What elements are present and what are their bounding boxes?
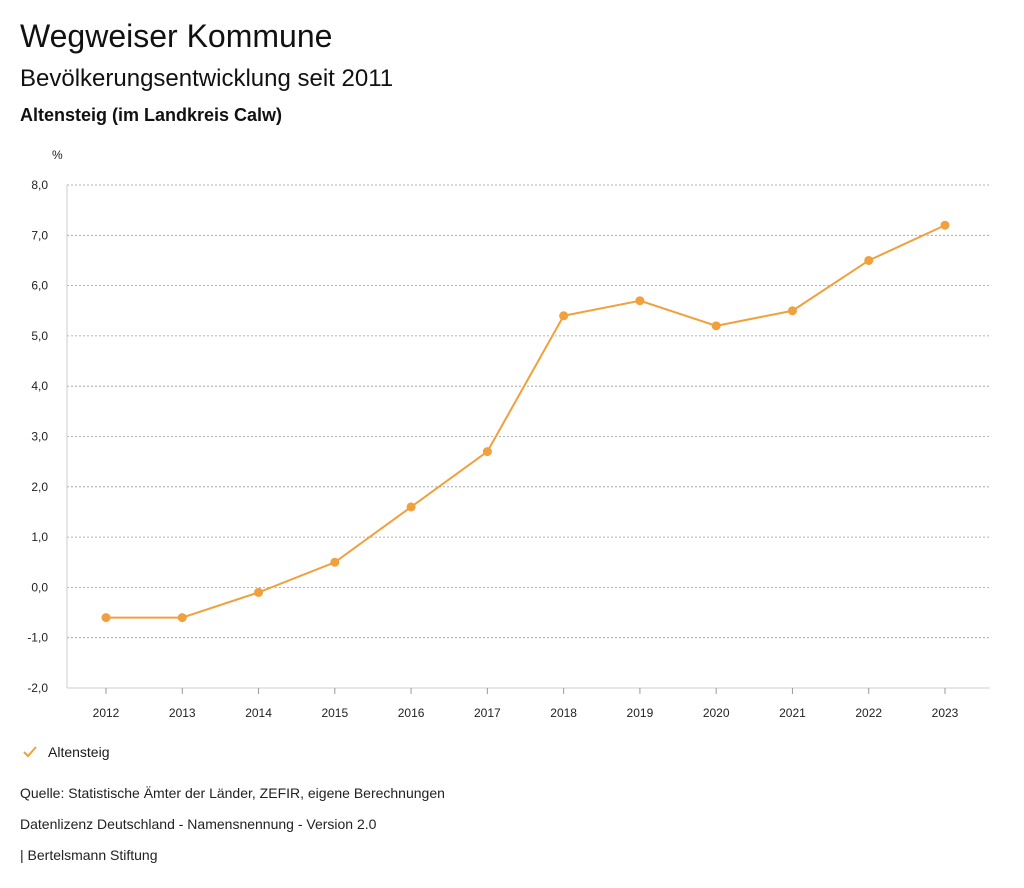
line-chart: % -2,0 -1,0 0,0 1,0 2,0 3,0 4,0 5,0 6,0 7,0 8,0 2012… — [27, 148, 990, 720]
page-title: Wegweiser Kommune — [20, 18, 333, 54]
y-tick-label: 5,0 — [31, 329, 48, 343]
axes: % -2,0 -1,0 0,0 1,0 2,0 3,0 4,0 5,0 6,0 7,0 8,0 2012… — [27, 148, 990, 720]
y-tick-label: -1,0 — [27, 631, 48, 645]
data-point[interactable] — [406, 502, 416, 512]
x-tick-label: 2016 — [398, 706, 425, 720]
y-tick-label: 3,0 — [31, 430, 48, 444]
data-point[interactable] — [177, 613, 187, 623]
chart-subtitle: Bevölkerungsentwicklung seit 2011 — [20, 65, 394, 92]
data-point[interactable] — [711, 321, 721, 331]
data-point[interactable] — [559, 311, 569, 321]
x-tick-label: 2015 — [321, 706, 348, 720]
license-note: Datenlizenz Deutschland - Namensnennung … — [20, 816, 377, 832]
data-point[interactable] — [635, 296, 645, 306]
x-tick-label: 2014 — [245, 706, 272, 720]
data-point[interactable] — [482, 447, 492, 457]
publisher-note: | Bertelsmann Stiftung — [20, 847, 158, 863]
x-tick-label: 2019 — [627, 706, 654, 720]
y-tick-label: 4,0 — [31, 379, 48, 393]
y-tick-label: 7,0 — [31, 228, 48, 242]
x-tick-label: 2018 — [550, 706, 577, 720]
y-tick-label: 6,0 — [31, 279, 48, 293]
y-tick-label: 8,0 — [31, 178, 48, 192]
data-point[interactable] — [101, 613, 111, 623]
grid-lines — [67, 184, 990, 689]
x-tick-label: 2021 — [779, 706, 806, 720]
source-note: Quelle: Statistische Ämter der Länder, Z… — [20, 785, 445, 801]
x-tick-label: 2012 — [93, 706, 120, 720]
x-tick-label: 2020 — [703, 706, 730, 720]
data-point[interactable] — [940, 220, 950, 230]
x-tick-label: 2022 — [855, 706, 882, 720]
check-icon — [23, 746, 37, 758]
data-point[interactable] — [254, 587, 264, 597]
y-tick-label: 1,0 — [31, 530, 48, 544]
x-tick-label: 2013 — [169, 706, 196, 720]
series-altensteig[interactable] — [101, 220, 950, 623]
data-point[interactable] — [864, 255, 874, 265]
x-tick-label: 2023 — [932, 706, 959, 720]
data-point[interactable] — [330, 557, 340, 567]
y-tick-label: 0,0 — [31, 580, 48, 594]
legend-label: Altensteig — [48, 744, 110, 760]
y-axis-unit-label: % — [52, 148, 63, 162]
series-line — [106, 224, 946, 619]
data-point[interactable] — [787, 306, 797, 316]
region-label: Altensteig (im Landkreis Calw) — [20, 105, 283, 125]
legend-item-altensteig[interactable]: Altensteig — [22, 744, 109, 760]
y-tick-label: -2,0 — [27, 681, 48, 695]
y-tick-label: 2,0 — [31, 480, 48, 494]
x-tick-label: 2017 — [474, 706, 501, 720]
